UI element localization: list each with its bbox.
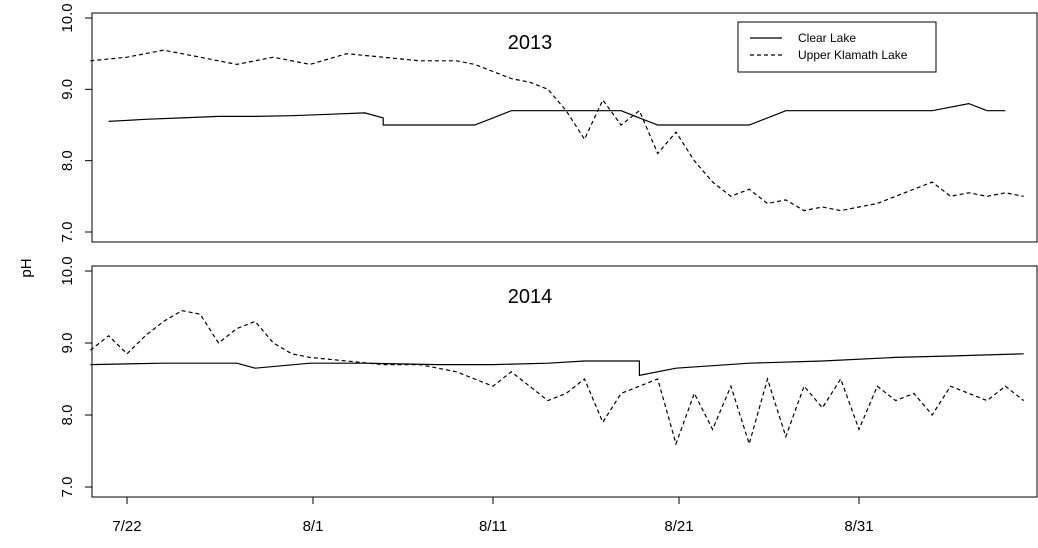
legend-label-clear-lake: Clear Lake (798, 31, 856, 45)
y-tick-label-2013-9.0: 9.0 (59, 79, 76, 100)
plot-frame-2014 (91, 265, 1038, 498)
y-tick-label-2013-8.0: 8.0 (59, 150, 76, 171)
series-line-2013-clear-lake (108, 102, 1006, 126)
x-tick-label-8/11: 8/11 (479, 518, 507, 535)
panel-title-2014: 2014 (508, 286, 553, 308)
x-tick-label-8/21: 8/21 (664, 518, 693, 535)
x-tick-label-8/1: 8/1 (303, 518, 324, 535)
panel-title-2013: 2013 (508, 32, 553, 54)
y-tick-label-2013-10.0: 10.0 (59, 3, 76, 32)
legend-box (737, 21, 937, 73)
x-tick-label-7/22: 7/22 (112, 518, 141, 535)
plot-frame-2013 (91, 12, 1038, 243)
y-tick-label-2014-9.0: 9.0 (59, 333, 76, 354)
y-tick-label-2014-8.0: 8.0 (59, 405, 76, 426)
series-line-2014-upper-klamath-lake (90, 309, 1025, 446)
y-tick-label-2013-7.0: 7.0 (59, 222, 76, 243)
y-axis-label: pH (18, 258, 35, 277)
series-line-2014-clear-lake (90, 353, 1024, 377)
legend-label-upper-klamath-lake: Upper Klamath Lake (798, 48, 908, 62)
series-line-2013-upper-klamath-lake (90, 49, 1024, 212)
y-tick-label-2014-10.0: 10.0 (59, 256, 76, 285)
y-tick-label-2014-7.0: 7.0 (59, 477, 76, 498)
x-tick-label-8/31: 8/31 (844, 518, 873, 535)
